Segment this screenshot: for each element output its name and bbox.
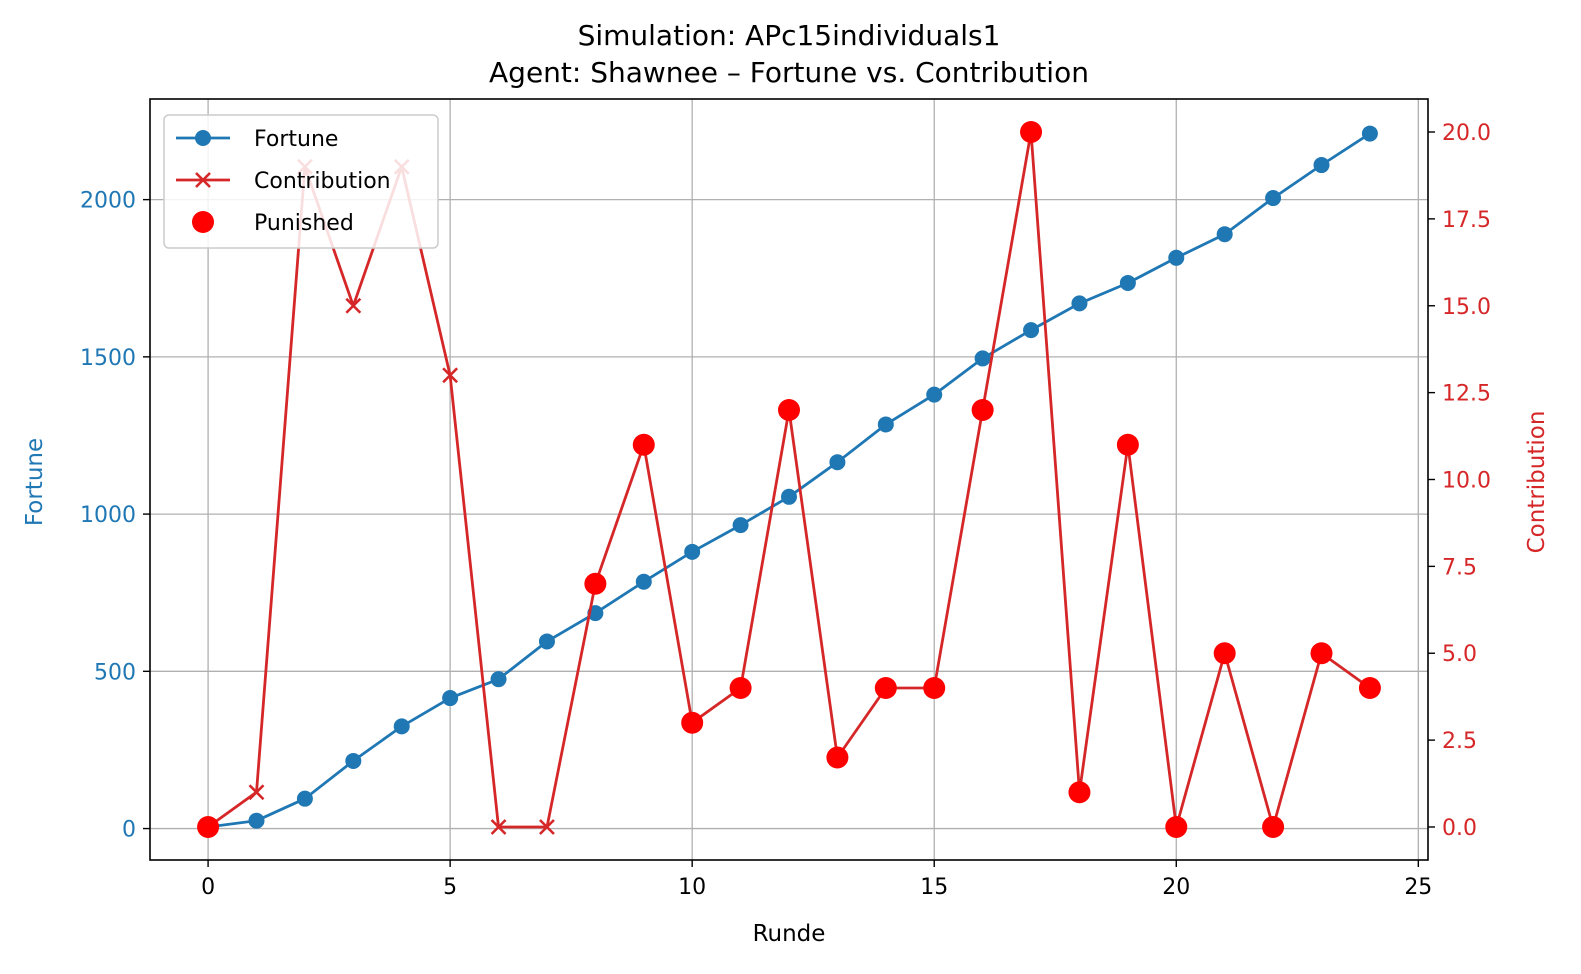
fortune-point: [781, 488, 797, 505]
x-tick-label: 25: [1404, 875, 1432, 900]
chart-subtitle: Agent: Shawnee – Fortune vs. Contributio…: [489, 56, 1089, 89]
fortune-point: [248, 812, 265, 829]
chart-title: Simulation: APc15individuals1: [578, 19, 1001, 52]
punished-point: [1068, 781, 1091, 804]
fortune-point: [442, 690, 459, 707]
y-right-tick-label: 0.0: [1442, 816, 1477, 841]
contribution-point: [490, 819, 507, 835]
plot-frame: [149, 98, 1429, 861]
legend-item-punished: Punished: [192, 211, 354, 236]
fortune-point: [1023, 322, 1040, 339]
punished-point: [197, 815, 220, 838]
punished-point: [923, 676, 946, 699]
fortune-point: [538, 633, 555, 650]
y-right-axis-label: Contribution: [1524, 411, 1550, 554]
legend-fortune-label: Fortune: [254, 127, 338, 152]
contribution-point: [248, 784, 265, 801]
y-left-tick-label: 500: [94, 660, 136, 685]
fortune-point: [635, 573, 652, 590]
y-left-tick-label: 1000: [80, 503, 136, 528]
fortune-point: [1119, 274, 1136, 291]
y-left-tick-label: 2000: [80, 189, 136, 214]
punished-point: [1358, 676, 1381, 699]
fortune-point: [1168, 249, 1185, 266]
fortune-point: [1313, 157, 1330, 174]
punished-point: [778, 399, 800, 422]
y-left-axis-label: Fortune: [22, 438, 48, 526]
legend-item-contribution: Contribution: [176, 169, 391, 194]
punished-point: [681, 711, 704, 734]
contribution-point: [345, 297, 362, 314]
y-right-tick-label: 15.0: [1442, 295, 1491, 320]
legend-item-fortune: Fortune: [176, 127, 338, 152]
fortune-point: [732, 517, 749, 534]
punished-point: [971, 399, 994, 422]
x-tick-label: 15: [920, 875, 948, 900]
y-left-tick-label: 0: [122, 818, 136, 843]
legend-punished-label: Punished: [254, 211, 354, 236]
legend-fortune-marker: [195, 130, 211, 146]
punished-point: [729, 676, 752, 699]
legend-box: [163, 114, 439, 249]
punished-point: [584, 572, 607, 595]
fortune-point: [393, 718, 410, 735]
fortune-point: [1071, 295, 1088, 312]
y-right-tick-label: 17.5: [1442, 208, 1491, 233]
fortune-point: [974, 350, 991, 367]
y-right-tick-label: 7.5: [1442, 555, 1477, 580]
y-right-axis-ticks: 0.0 2.5 5.0 7.5 10.0 12.5 15.0 17.5 20.0: [1428, 121, 1491, 841]
legend: Fortune Contribution Punished: [163, 114, 439, 249]
legend-punished-marker: [192, 211, 214, 233]
x-tick-label: 20: [1162, 875, 1190, 900]
legend-contribution-label: Contribution: [254, 169, 391, 194]
grid-lines: [150, 99, 1428, 860]
y-left-axis-ticks: 0 500 1000 1500 2000: [80, 189, 150, 843]
punished-point: [1165, 815, 1188, 838]
fortune-point: [1216, 226, 1233, 243]
y-right-tick-label: 5.0: [1442, 642, 1477, 667]
y-left-tick-label: 1500: [80, 346, 136, 371]
fortune-point: [877, 416, 894, 433]
fortune-point: [296, 790, 313, 807]
fortune-point: [490, 671, 507, 688]
fortune-point: [345, 752, 362, 769]
punished-point: [826, 746, 849, 769]
contribution-point: [442, 367, 459, 384]
punished-point: [1310, 642, 1333, 665]
y-right-tick-label: 2.5: [1442, 729, 1477, 754]
fortune-point: [684, 543, 701, 560]
x-axis-label: Runde: [753, 921, 826, 947]
punished-point: [874, 676, 897, 699]
punished-point: [1020, 121, 1043, 144]
contribution-point: [539, 819, 555, 835]
punished-point: [1213, 642, 1236, 665]
fortune-point: [1361, 125, 1378, 142]
fortune-point: [1265, 190, 1282, 207]
x-axis-ticks: 0 5 10 15 20 25: [201, 860, 1432, 900]
y-right-tick-label: 10.0: [1442, 469, 1491, 494]
fortune-point: [829, 454, 846, 471]
legend-contribution-marker: [195, 172, 211, 188]
y-right-tick-label: 20.0: [1442, 121, 1491, 146]
punished-point: [1116, 433, 1139, 456]
x-tick-label: 0: [201, 875, 215, 900]
punished-point: [632, 433, 655, 456]
fortune-point: [926, 386, 943, 403]
x-tick-label: 10: [678, 875, 706, 900]
x-tick-label: 5: [443, 875, 457, 900]
punished-point: [1262, 815, 1285, 838]
y-right-tick-label: 12.5: [1442, 382, 1491, 407]
